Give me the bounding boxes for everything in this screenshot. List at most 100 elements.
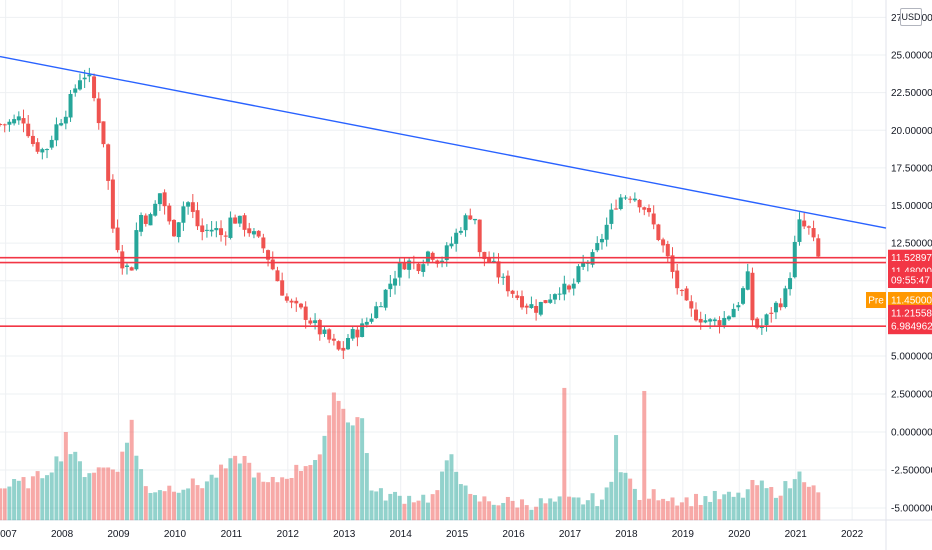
volume-bars [0,387,821,521]
candle-body-87 [407,260,412,270]
candle-body-161 [755,318,760,328]
volume-bar-122 [571,497,576,521]
volume-bar-63 [294,464,299,521]
volume-bar-127 [595,506,600,521]
candle-body-3 [12,119,17,124]
price-tag-box-2 [888,271,932,288]
candle-body-50 [233,217,238,224]
candle-body-112 [524,305,529,308]
volume-bar-96 [449,454,454,521]
volume-bar-129 [604,487,609,521]
candle-body-108 [505,275,510,292]
volume-bar-1 [2,488,7,521]
price-tick-label-6: 20.000000 [891,126,932,137]
volume-bar-43 [200,488,205,521]
volume-bar-72 [336,400,341,521]
volume-bar-133 [623,472,628,521]
candle-body-154 [722,317,727,326]
price-tag-prefix-3: Pre [868,296,884,307]
candle-body-124 [581,262,586,267]
candle-body-11 [49,139,54,148]
candle-body-17 [77,80,82,90]
candle-body-102 [477,219,482,253]
candle-body-67 [313,320,318,324]
volume-bar-56 [261,481,266,521]
candle-body-21 [96,98,101,124]
time-tick-label-14: 2021 [785,529,808,540]
descending-trendline[interactable] [0,55,887,229]
time-tick-label-5: 2012 [277,529,300,540]
candle-body-27 [124,265,129,267]
candle-body-82 [383,289,388,308]
volume-bar-41 [190,478,195,521]
volume-bar-143 [670,497,675,521]
volume-bar-113 [529,509,534,521]
volume-bar-51 [237,463,242,521]
candle-body-23 [106,144,111,181]
candle-body-56 [261,237,266,249]
candle-body-28 [129,267,134,271]
time-axis[interactable]: 2007 2008 2009 2010 2011 2012 2013 2014 2015 2016… [0,529,864,540]
price-tick-label-8: 25.000000 [891,51,932,62]
volume-bar-117 [548,498,553,521]
candle-body-136 [637,199,642,208]
volume-bar-120 [562,387,567,521]
candle-body-104 [487,258,492,263]
candle-body-58 [270,259,275,270]
candle-body-76 [355,329,360,338]
price-tag-label-0: 11.528979 [891,253,932,264]
candle-body-164 [769,312,774,314]
candle-body-157 [736,305,741,308]
candle-body-2 [7,121,12,125]
currency-label[interactable]: USD [900,8,922,26]
candle-body-60 [280,280,285,296]
price-tag-box-5 [888,318,932,335]
volume-bar-125 [585,500,590,521]
candle-body-81 [378,306,383,308]
price-tick-label-5: 17.500000 [891,163,932,174]
volume-bar-21 [96,467,101,521]
candle-body-75 [350,329,355,339]
volume-bar-54 [251,477,256,521]
volume-bar-10 [45,475,50,521]
volume-bar-148 [694,493,699,521]
candle-body-113 [529,304,534,308]
volume-bar-16 [73,451,78,521]
volume-bar-37 [172,491,177,521]
volume-bar-79 [369,490,374,521]
volume-bar-29 [134,455,139,521]
candle-body-169 [792,241,797,278]
time-tick-label-2: 2009 [107,529,130,540]
volume-bar-27 [124,442,129,521]
volume-bar-13 [59,461,64,521]
candle-body-45 [209,229,214,232]
candle-body-133 [623,197,628,199]
candle-body-9 [40,149,45,153]
volume-bar-98 [458,484,463,521]
volume-bar-110 [515,507,520,521]
volume-bar-106 [496,505,501,521]
candle-body-51 [237,215,242,224]
volume-bar-157 [736,492,741,521]
volume-bar-91 [425,502,430,521]
volume-bar-11 [49,472,54,521]
candle-body-26 [120,251,125,269]
volume-bar-108 [505,496,510,521]
candle-body-95 [444,245,449,261]
candle-body-103 [482,251,487,260]
candle-body-1 [2,124,7,126]
candle-body-31 [143,215,148,224]
volume-bar-3 [12,479,17,521]
candle-body-149 [698,319,703,323]
candle-body-152 [712,319,717,322]
volume-bar-146 [684,497,689,521]
volume-bar-164 [769,487,774,521]
price-tag-prefix-box-3 [866,292,886,309]
candle-body-159 [745,271,750,290]
volume-tick-label-0: 2.500000 [891,390,932,401]
time-tick-label-8: 2015 [446,529,469,540]
volume-bar-66 [308,465,313,521]
candle-body-35 [162,192,167,207]
candle-body-168 [788,278,793,290]
